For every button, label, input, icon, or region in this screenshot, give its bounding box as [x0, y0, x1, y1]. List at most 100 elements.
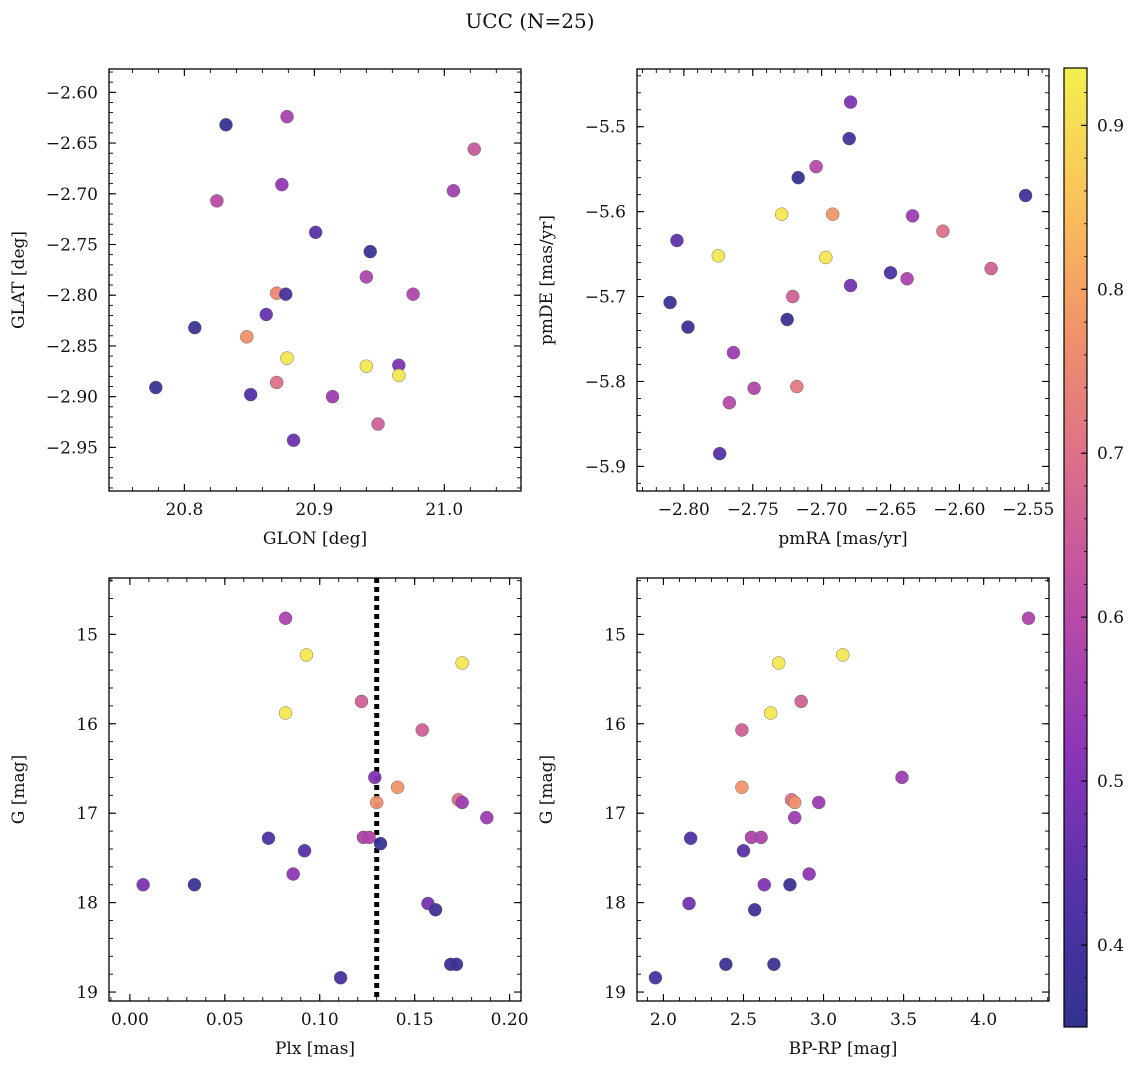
panel-1-data-point: [363, 244, 377, 259]
panel-2-ytick-label: −5.6: [585, 203, 626, 223]
panel-3-data-point: [370, 795, 384, 810]
panel-2-data-point: [790, 379, 804, 394]
colorbar-tick-label: 0.7: [1097, 444, 1124, 464]
panel-2-xlabel: pmRA [mas/yr]: [778, 529, 907, 549]
panel-1-data-point: [210, 194, 224, 208]
panel-3-data-point: [480, 810, 494, 825]
panel-3-data-point: [278, 611, 293, 625]
colorbar-tick-label: 0.5: [1097, 772, 1124, 792]
panel-1-data-point: [149, 380, 163, 395]
panel-4-data-point: [682, 896, 696, 911]
panel-4-xtick-label: 4.0: [970, 1010, 997, 1030]
panel-1-data-point: [280, 109, 294, 124]
panel-1-data-point: [359, 359, 374, 373]
panel-2-data-point: [780, 312, 794, 327]
panel-2-data-point: [984, 261, 998, 276]
panel-3-ytick-label: 15: [76, 625, 98, 645]
panel-1-data-point: [269, 375, 284, 390]
panel-4-ylabel: G [mag]: [537, 755, 557, 824]
panel-4-frame: [636, 577, 1050, 1002]
panel-2-data-point: [900, 272, 914, 286]
panel-3-ytick-label: 19: [76, 983, 98, 1003]
panel-4-ytick-label: 15: [604, 625, 626, 645]
panel-2-data-point: [726, 345, 741, 360]
panel-2-xtick-label: −2.75: [727, 500, 779, 520]
panel-1-data-point: [280, 351, 294, 365]
panel-2-data-point: [722, 395, 737, 410]
panel-4-ytick-label: 17: [604, 804, 626, 824]
colorbar-tick-label: 0.4: [1097, 936, 1124, 956]
panel-4-data-point: [1021, 611, 1036, 625]
panel-2-ytick-label: −5.7: [585, 288, 626, 308]
panel-2-data-point: [825, 207, 840, 221]
panel-4-data-point: [788, 795, 802, 810]
panel-3-data-point: [455, 795, 469, 810]
panel-1-data-point: [467, 142, 481, 156]
panel-4-data-point: [812, 795, 826, 810]
panel-3-xtick-label: 0.15: [396, 1010, 434, 1030]
panel-4-data-point: [719, 957, 733, 972]
panel-3-data-point: [297, 844, 312, 858]
panel-2-data-point: [843, 278, 858, 293]
panel-1-xtick-label: 20.9: [295, 500, 333, 520]
panel-1-data-point: [325, 389, 340, 404]
panel-4-data-point: [895, 770, 909, 785]
panel-4-data-point: [757, 878, 771, 892]
panel-4-xtick-label: 3.5: [890, 1010, 917, 1030]
panel-1-ytick-label: −2.75: [46, 235, 98, 255]
panel-1-data-point: [243, 387, 258, 402]
panel-3-data-point: [286, 867, 300, 881]
colorbar: 0.4 0.5 0.6 0.7 0.8 0.9: [1063, 67, 1124, 1028]
figure-title: UCC (N=25): [465, 9, 594, 33]
panel-4-data-point: [648, 971, 663, 985]
panel-2-data-point: [819, 250, 833, 265]
panel-1-ytick-label: −2.70: [46, 185, 98, 205]
panel-2-data-point: [663, 295, 677, 310]
panel-3-data-point: [278, 706, 293, 720]
panel-2: −2.80 −2.75 −2.70 −2.65 −2.60 −2.55 −5.5 −5.6 −5…: [537, 68, 1054, 549]
panel-3-data-point: [449, 957, 464, 972]
panel-4-data-point: [764, 706, 778, 720]
panel-4-data-point: [735, 723, 749, 737]
panel-4-ytick-label: 18: [604, 894, 626, 914]
panel-4-xtick-label: 2.5: [730, 1010, 757, 1030]
colorbar-gradient: [1063, 67, 1088, 1028]
panel-2-data-point: [774, 207, 789, 221]
panel-2-data-point: [681, 320, 695, 334]
colorbar-tick-label: 0.9: [1097, 116, 1124, 136]
colorbar-tick-label: 0.8: [1097, 280, 1124, 300]
panel-3-data-point: [333, 971, 348, 985]
panel-2-xtick-label: −2.70: [796, 500, 848, 520]
panel-4-data-point: [767, 957, 781, 972]
panel-4-ytick-label: 16: [604, 715, 626, 735]
panel-3-data-point: [415, 723, 429, 737]
panel-4-data-point: [772, 656, 786, 670]
panel-3-xtick-label: 0.05: [206, 1010, 244, 1030]
panel-2-xtick-label: −2.65: [864, 500, 916, 520]
panel-4-data-point: [754, 830, 768, 845]
panel-3-xtick-label: 0.20: [491, 1010, 529, 1030]
panel-1-ylabel: GLAT [deg]: [9, 231, 29, 329]
panel-2-data-point: [791, 170, 805, 185]
panel-1-ytick-label: −2.60: [46, 83, 98, 103]
panel-2-ytick-label: −5.8: [585, 372, 626, 392]
panel-3-ytick-label: 16: [76, 715, 98, 735]
panel-3-data-point: [390, 780, 405, 794]
panel-2-xtick-label: −2.60: [933, 500, 985, 520]
panel-4-data-point: [802, 867, 816, 881]
panel-3-xtick-label: 0.10: [301, 1010, 339, 1030]
panel-3-data-point: [455, 656, 469, 670]
panel-3-data-point: [368, 770, 382, 785]
panel-3-data-point: [362, 830, 376, 845]
panel-1-xlabel: GLON [deg]: [263, 529, 367, 549]
panel-4-data-point: [836, 648, 850, 662]
panel-1-ytick-label: −2.90: [46, 388, 98, 408]
panel-1-data-point: [240, 330, 254, 344]
panel-4-xtick-label: 3.0: [810, 1010, 837, 1030]
panel-4-data-point: [736, 844, 751, 858]
panel-2-xtick-label: −2.55: [1002, 500, 1054, 520]
panel-4-data-point: [747, 903, 762, 917]
panel-1-data-point: [188, 320, 202, 335]
panel-3-xtick-label: 0.00: [111, 1010, 149, 1030]
